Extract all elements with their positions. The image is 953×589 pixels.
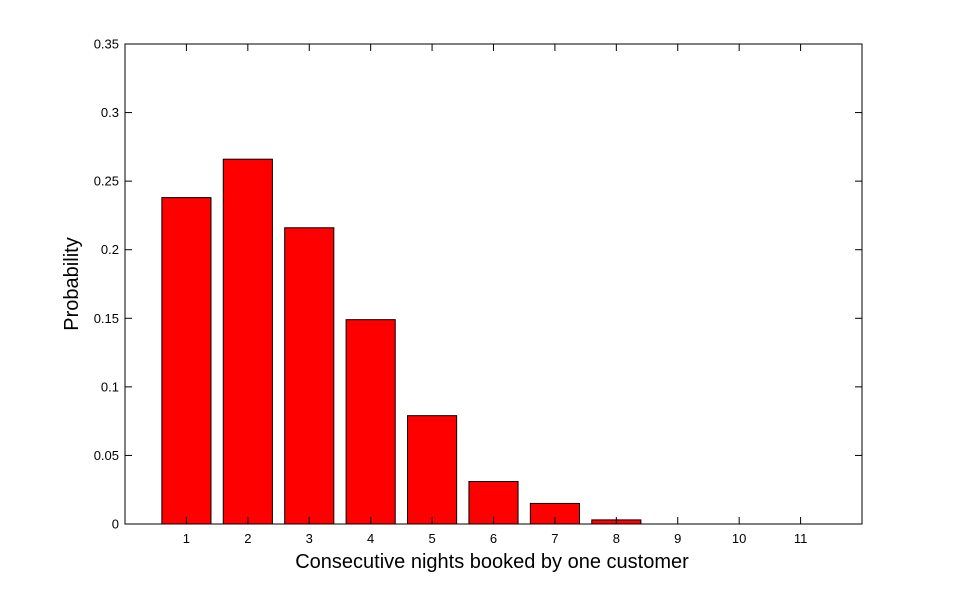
x-tick-label: 10: [732, 531, 746, 546]
bar-4: [345, 319, 396, 525]
x-tick-label: 11: [794, 531, 808, 546]
bar-2: [222, 158, 273, 525]
x-tick-label: 2: [244, 531, 251, 546]
y-tick-label: 0.3: [101, 105, 119, 120]
bar-1: [161, 197, 212, 525]
x-tick-label: 9: [674, 531, 681, 546]
y-tick-label: 0.15: [94, 311, 119, 326]
x-tick-label: 4: [367, 531, 374, 546]
y-tick-label: 0.1: [101, 379, 119, 394]
y-tick-label: 0.05: [94, 448, 119, 463]
y-tick-label: 0.2: [101, 242, 119, 257]
x-tick-label: 8: [613, 531, 620, 546]
bar-3: [284, 227, 335, 525]
x-tick-label: 6: [490, 531, 497, 546]
y-tick-label: 0.25: [94, 174, 119, 189]
y-tick-label: 0.35: [94, 37, 119, 52]
bar-5: [407, 415, 458, 525]
y-tick-label: 0: [112, 517, 119, 532]
y-axis-label: Probability: [61, 237, 83, 330]
x-axis-label: Consecutive nights booked by one custome…: [295, 551, 689, 573]
x-tick-label: 3: [306, 531, 313, 546]
x-tick-label: 7: [551, 531, 558, 546]
x-tick-label: 5: [428, 531, 435, 546]
x-tick-label: 1: [183, 531, 190, 546]
